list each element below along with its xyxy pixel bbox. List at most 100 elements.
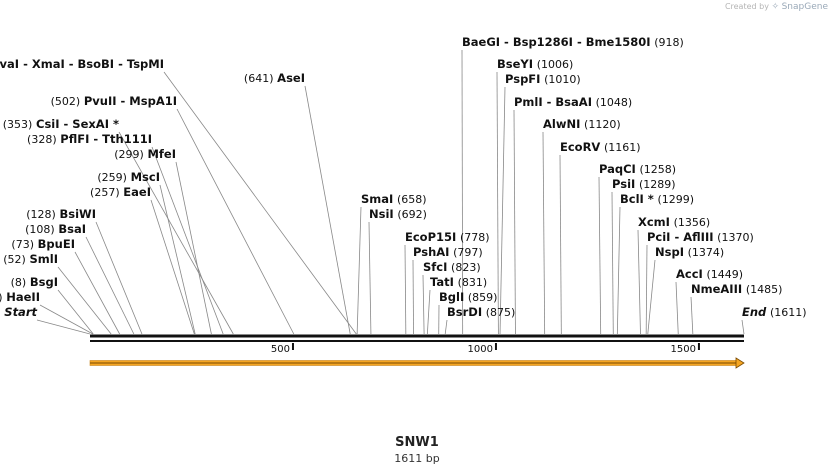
ruler-tick-label-1000: 1000 bbox=[468, 344, 493, 355]
site-label-bsrdi[interactable]: BsrDI (875) bbox=[447, 305, 515, 319]
enzyme-name-mspa1i[interactable]: MspA1I bbox=[129, 94, 177, 108]
site-leader-bsai bbox=[85, 236, 135, 335]
site-label-pcii[interactable]: PciI - AflIII (1370) bbox=[647, 230, 754, 244]
site-label-pflfi[interactable]: (328) PflFI - Tth111I bbox=[27, 132, 152, 146]
enzyme-name-pflfi[interactable]: PflFI bbox=[60, 132, 89, 146]
site-label-sfci[interactable]: SfcI (823) bbox=[423, 260, 481, 274]
enzyme-name-tati[interactable]: TatI bbox=[430, 275, 454, 289]
site-leader-smli bbox=[57, 266, 112, 335]
site-label-bsiwi[interactable]: (128) BsiWI bbox=[26, 207, 96, 221]
site-label-nspi[interactable]: NspI (1374) bbox=[655, 245, 724, 259]
enzyme-name-acci[interactable]: AccI bbox=[676, 267, 703, 281]
site-label-haeii[interactable]: (7) HaeII bbox=[0, 290, 40, 304]
site-position: (0) bbox=[0, 306, 1, 319]
enzyme-name-haeii[interactable]: HaeII bbox=[6, 290, 40, 304]
enzyme-name-bsiwi[interactable]: BsiWI bbox=[59, 207, 96, 221]
site-label-start[interactable]: (0) Start bbox=[0, 305, 37, 319]
site-label-eaei[interactable]: (257) EaeI bbox=[90, 185, 151, 199]
site-label-acci[interactable]: AccI (1449) bbox=[676, 267, 743, 281]
enzyme-name-xmai[interactable]: XmaI bbox=[32, 57, 65, 71]
enzyme-name-pspfi[interactable]: PspFI bbox=[505, 72, 540, 86]
site-label-asei[interactable]: (641) AseI bbox=[244, 71, 305, 85]
site-label-smai[interactable]: SmaI (658) bbox=[361, 192, 427, 206]
credit-brand: SnapGene bbox=[781, 2, 828, 12]
site-label-pspfi[interactable]: PspFI (1010) bbox=[505, 72, 581, 86]
site-label-msci[interactable]: (259) MscI bbox=[97, 170, 160, 184]
enzyme-separator: - bbox=[114, 57, 127, 71]
enzyme-name-bsai[interactable]: BsaI bbox=[58, 222, 86, 236]
site-label-pvuii[interactable]: (502) PvuII - MspA1I bbox=[51, 94, 177, 108]
enzyme-name-bgli[interactable]: BglI bbox=[439, 290, 464, 304]
enzyme-name-csii[interactable]: CsiI bbox=[36, 117, 60, 131]
enzyme-name-ecop15i[interactable]: EcoP15I bbox=[405, 230, 456, 244]
enzyme-name-asei[interactable]: AseI bbox=[277, 71, 305, 85]
site-label-bsgi[interactable]: (8) BsgI bbox=[11, 275, 58, 289]
enzyme-name-paqci[interactable]: PaqCI bbox=[599, 162, 636, 176]
site-label-baegi[interactable]: BaeGI - Bsp1286I - Bme1580I (918) bbox=[462, 35, 684, 49]
enzyme-name-avai[interactable]: AvaI bbox=[0, 57, 19, 71]
enzyme-name-start[interactable]: Start bbox=[4, 305, 37, 319]
enzyme-name-bcli[interactable]: BclI * bbox=[620, 192, 654, 206]
site-label-smli[interactable]: (52) SmlI bbox=[3, 252, 58, 266]
enzyme-name-nmeaiii[interactable]: NmeAIII bbox=[691, 282, 742, 296]
site-label-avai[interactable]: (656) AvaI - XmaI - BsoBI - TspMI bbox=[0, 57, 164, 71]
site-label-psii[interactable]: PsiI (1289) bbox=[612, 177, 676, 191]
site-label-nmeaiii[interactable]: NmeAIII (1485) bbox=[691, 282, 782, 296]
enzyme-name-tspmi[interactable]: TspMI bbox=[127, 57, 164, 71]
enzyme-name-bme1580i[interactable]: Bme1580I bbox=[586, 35, 651, 49]
site-label-bcli[interactable]: BclI * (1299) bbox=[620, 192, 694, 206]
enzyme-name-bsaai[interactable]: BsaAI bbox=[555, 95, 592, 109]
site-label-bsai[interactable]: (108) BsaI bbox=[25, 222, 86, 236]
site-label-bseyi[interactable]: BseYI (1006) bbox=[497, 57, 573, 71]
site-label-ecorv[interactable]: EcoRV (1161) bbox=[560, 140, 641, 154]
enzyme-name-afliii[interactable]: AflIII bbox=[683, 230, 713, 244]
enzyme-name-baegi[interactable]: BaeGI bbox=[462, 35, 500, 49]
site-label-pshai[interactable]: PshAI (797) bbox=[413, 245, 483, 259]
enzyme-name-alwni[interactable]: AlwNI bbox=[543, 117, 580, 131]
site-position: (1370) bbox=[717, 231, 754, 244]
site-label-csii[interactable]: (353) CsiI - SexAI * bbox=[3, 117, 119, 131]
enzyme-name-psii[interactable]: PsiI bbox=[612, 177, 635, 191]
enzyme-name-xcmi[interactable]: XcmI bbox=[638, 215, 670, 229]
site-position: (1258) bbox=[640, 163, 677, 176]
enzyme-name-bsgi[interactable]: BsgI bbox=[30, 275, 58, 289]
enzyme-name-nspi[interactable]: NspI bbox=[655, 245, 684, 259]
site-leader-tati bbox=[426, 289, 431, 335]
enzyme-name-bsrdi[interactable]: BsrDI bbox=[447, 305, 482, 319]
site-leader-asei bbox=[304, 85, 351, 335]
enzyme-name-bpuei[interactable]: BpuEI bbox=[38, 237, 75, 251]
enzyme-name-tth111i[interactable]: Tth111I bbox=[102, 132, 152, 146]
site-label-bpuei[interactable]: (73) BpuEI bbox=[11, 237, 75, 251]
enzyme-name-pmli[interactable]: PmlI bbox=[514, 95, 543, 109]
site-leader-pmli bbox=[513, 109, 516, 335]
leader-lines bbox=[36, 49, 745, 335]
enzyme-name-pvuii[interactable]: PvuII bbox=[84, 94, 117, 108]
site-label-nsii[interactable]: NsiI (692) bbox=[369, 207, 427, 221]
site-position: (353) bbox=[3, 118, 33, 131]
site-label-ecop15i[interactable]: EcoP15I (778) bbox=[405, 230, 490, 244]
enzyme-name-sexai[interactable]: SexAI * bbox=[72, 117, 119, 131]
enzyme-name-bsp1286i[interactable]: Bsp1286I bbox=[513, 35, 573, 49]
enzyme-name-bsobi[interactable]: BsoBI bbox=[78, 57, 115, 71]
site-label-xcmi[interactable]: XcmI (1356) bbox=[638, 215, 710, 229]
enzyme-name-nsii[interactable]: NsiI bbox=[369, 207, 394, 221]
enzyme-name-smli[interactable]: SmlI bbox=[30, 252, 59, 266]
site-label-pmli[interactable]: PmlI - BsaAI (1048) bbox=[514, 95, 632, 109]
feature-arrow bbox=[89, 357, 745, 369]
site-label-paqci[interactable]: PaqCI (1258) bbox=[599, 162, 676, 176]
enzyme-name-ecorv[interactable]: EcoRV bbox=[560, 140, 600, 154]
enzyme-name-bseyi[interactable]: BseYI bbox=[497, 57, 533, 71]
enzyme-name-msci[interactable]: MscI bbox=[131, 170, 160, 184]
site-label-bgli[interactable]: BglI (859) bbox=[439, 290, 497, 304]
enzyme-name-pcii[interactable]: PciI bbox=[647, 230, 670, 244]
site-label-tati[interactable]: TatI (831) bbox=[430, 275, 487, 289]
enzyme-name-mfei[interactable]: MfeI bbox=[147, 147, 176, 161]
site-label-end[interactable]: End (1611) bbox=[742, 305, 807, 319]
enzyme-name-sfci[interactable]: SfcI bbox=[423, 260, 447, 274]
site-label-mfei[interactable]: (299) MfeI bbox=[114, 147, 176, 161]
enzyme-name-smai[interactable]: SmaI bbox=[361, 192, 393, 206]
enzyme-name-pshai[interactable]: PshAI bbox=[413, 245, 449, 259]
enzyme-name-eaei[interactable]: EaeI bbox=[123, 185, 151, 199]
enzyme-name-end[interactable]: End bbox=[742, 305, 767, 319]
site-label-alwni[interactable]: AlwNI (1120) bbox=[543, 117, 621, 131]
